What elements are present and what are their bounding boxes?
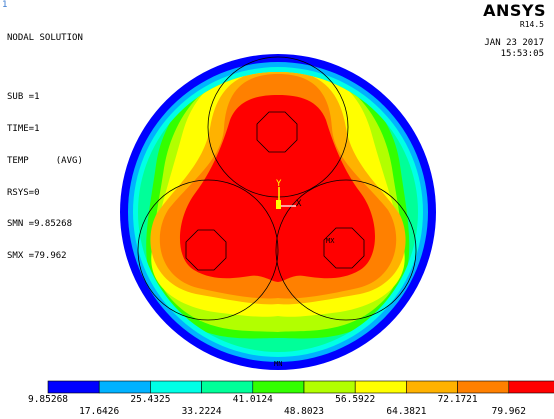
solution-smn: SMN =9.85268 [7,219,73,230]
plot-date: JAN 23 2017 [484,38,544,48]
triad-y-label: Y [276,179,282,189]
legend-swatch [406,380,458,394]
cable-right-outline [275,179,417,321]
ansys-version: R14.5 [519,20,544,29]
legend-label-bottom: 33.2224 [182,406,222,417]
legend-swatch [98,380,151,394]
ansys-logo: ANSYS [483,1,546,20]
legend-swatch [354,380,407,394]
legend-label-top: 56.5922 [335,394,375,405]
solution-info-block: NODAL SOLUTION SUB =1 TIME=1 TEMP (AVG) … [7,12,83,272]
plot-time: 15:53:05 [500,49,544,59]
legend-label-bottom: 79.962 [492,406,526,417]
legend-label-bottom: 64.3821 [386,406,426,417]
legend-label-bottom: 17.6426 [79,406,119,417]
solution-smx: SMX =79.962 [7,251,67,262]
legend-swatch [457,380,510,394]
color-legend: 9.85268 25.4325 41.0124 56.5922 72.1721 17.64… [28,380,554,417]
window-number: 1 [2,0,8,10]
triad-x-label: X [296,199,302,209]
min-marker: MN [274,360,282,368]
legend-swatch [201,380,254,394]
conductor-left [185,229,227,271]
max-marker: MX [326,237,335,245]
solution-substep: SUB =1 [7,92,40,103]
legend-label-top: 72.1721 [438,394,478,405]
band-red [179,95,375,282]
legend-swatch [508,380,554,394]
triad-origin [276,200,281,209]
legend-swatch [150,380,202,394]
legend-swatch [252,380,305,394]
legend-swatch [303,380,356,394]
cable-left-outline [137,179,279,321]
legend-label-top: 41.0124 [233,394,273,405]
conductor-top [256,111,298,153]
solution-temp: TEMP (AVG) [7,155,83,166]
conductor-right [323,227,365,269]
legend-label-top: 9.85268 [28,394,68,405]
solution-title: NODAL SOLUTION [7,33,83,44]
cable-top-outline [207,56,349,198]
legend-label-bottom: 48.8023 [284,406,324,417]
legend-swatch [47,380,100,394]
solution-time: TIME=1 [7,123,40,134]
solution-rsys: RSYS=0 [7,187,40,198]
legend-label-top: 25.4325 [130,394,170,405]
